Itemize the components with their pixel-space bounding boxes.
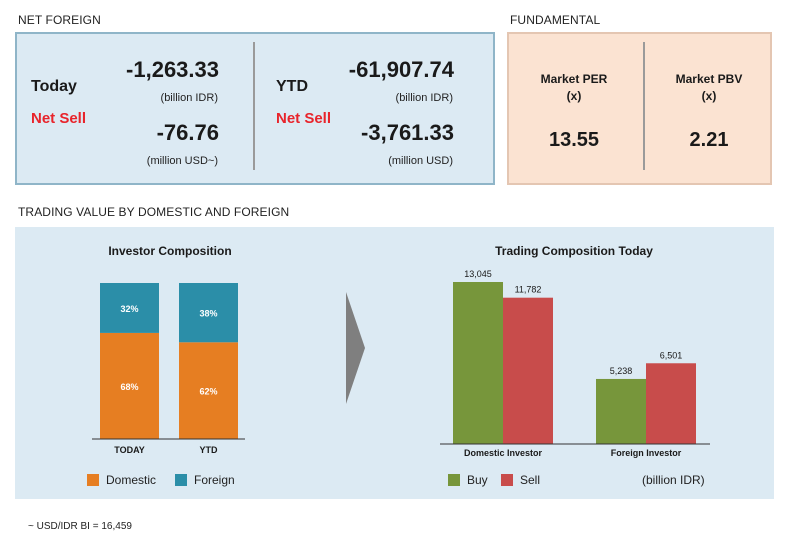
today-unit-usd: (million USD~) [146, 155, 218, 167]
legend-sell: Sell [501, 473, 540, 487]
per-unit: (x) [566, 89, 582, 103]
data-label-buy-domestic-investor: 13,045 [464, 269, 492, 279]
footnote: ~ USD/IDR BI = 16,459 [28, 521, 132, 532]
x-tick-today: TODAY [114, 445, 145, 455]
legend-foreign-label: Foreign [194, 473, 235, 487]
data-label-domestic-today: 68% [120, 382, 138, 392]
bar-buy-domestic-investor [453, 282, 503, 444]
legend-domestic-swatch [87, 474, 99, 486]
today-value-usd: -76.76 [156, 120, 219, 145]
legend-domestic-label: Domestic [106, 473, 157, 487]
data-label-buy-foreign-investor: 5,238 [610, 366, 633, 376]
ytd-value-idr: -61,907.74 [348, 57, 454, 82]
net-foreign-panel: Today Net Sell -1,263.33 (billion IDR) -… [15, 32, 495, 185]
data-label-foreign-today: 32% [120, 304, 138, 314]
legend-buy: Buy [448, 473, 488, 487]
legend-foreign: Foreign [175, 473, 235, 487]
ytd-unit-idr: (billion IDR) [395, 92, 453, 104]
data-label-foreign-ytd: 38% [199, 309, 217, 319]
pbv-value: 2.21 [689, 129, 729, 151]
legend-domestic: Domestic [87, 473, 156, 487]
legend-sell-swatch [501, 474, 513, 486]
trading-value-title: TRADING VALUE BY DOMESTIC AND FOREIGN [18, 205, 290, 219]
fundamental-title: FUNDAMENTAL [510, 13, 601, 27]
legend-buy-label: Buy [467, 473, 488, 487]
ytd-label: YTD [276, 78, 308, 95]
legend-sell-label: Sell [520, 473, 541, 487]
today-value-idr: -1,263.33 [126, 57, 219, 82]
arrow-right-icon [346, 292, 365, 404]
x-tick-domestic-investor: Domestic Investor [464, 448, 543, 458]
bar-foreign-today [100, 283, 159, 333]
today-label: Today [31, 78, 77, 95]
trading-composition-title: Trading Composition Today [495, 244, 653, 258]
bar-domestic-today [100, 332, 159, 439]
data-label-sell-domestic-investor: 11,782 [515, 285, 542, 295]
legend-foreign-swatch [175, 474, 187, 486]
today-status: Net Sell [31, 110, 87, 127]
fundamental-divider [643, 42, 645, 170]
net-foreign-divider [253, 42, 255, 170]
x-tick-foreign-investor: Foreign Investor [611, 448, 682, 458]
investor-composition-title: Investor Composition [108, 244, 232, 258]
data-label-sell-foreign-investor: 6,501 [660, 350, 683, 360]
bar-foreign-ytd [179, 283, 238, 343]
legend-buy-swatch [448, 474, 460, 486]
net-foreign-title: NET FOREIGN [18, 13, 101, 27]
x-tick-ytd: YTD [200, 445, 219, 455]
bar-sell-domestic-investor [503, 297, 553, 444]
pbv-unit: (x) [701, 89, 717, 103]
pbv-label: Market PBV [675, 72, 743, 86]
unit-note: (billion IDR) [642, 473, 705, 487]
ytd-value-usd: -3,761.33 [361, 120, 454, 145]
bar-domestic-ytd [179, 342, 238, 439]
data-label-domestic-ytd: 62% [199, 387, 217, 397]
ytd-status: Net Sell [276, 110, 332, 127]
per-value: 13.55 [548, 129, 600, 151]
fundamental-panel: Market PER (x) 13.55 Market PBV (x) 2.21 [507, 32, 772, 185]
bar-sell-foreign-investor [646, 363, 696, 444]
per-label: Market PER [540, 72, 608, 86]
ytd-unit-usd: (million USD) [388, 155, 453, 167]
today-unit-idr: (billion IDR) [160, 92, 218, 104]
bar-buy-foreign-investor [596, 378, 646, 444]
